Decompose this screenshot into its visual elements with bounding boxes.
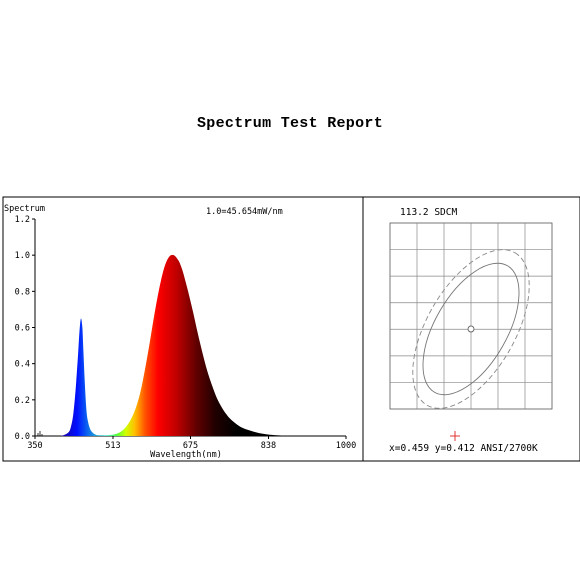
target-center-point [467, 325, 475, 333]
irradiance-annotation: 1.0=45.654mW/nm [206, 207, 283, 217]
outer-sdcm-ellipse [412, 249, 530, 409]
x-tick-label: 838 [261, 441, 276, 451]
y-tick-label: 1.0 [15, 251, 30, 261]
inner-sdcm-ellipse [422, 262, 520, 396]
y-tick-label: 1.2 [15, 215, 30, 225]
x-axis-label: Wavelength(nm) [150, 450, 222, 460]
measured-point-marker [450, 431, 460, 441]
y-tick-label: 0.8 [15, 287, 30, 297]
cie-grid [389, 222, 553, 410]
y-axis-label: Spectrum [4, 204, 45, 214]
sdcm-title: 113.2 SDCM [400, 207, 457, 218]
spectrum-y-ticks: 0.0 0.2 0.4 0.6 0.8 1.0 1.2 [15, 215, 35, 442]
x-tick-label: 675 [183, 441, 198, 451]
spectrum-area-series [35, 254, 346, 436]
x-tick-label: 350 [27, 441, 42, 451]
cie-panel-frame [362, 196, 580, 462]
y-tick-label: 0.2 [15, 396, 30, 406]
spectrum-x-ticks: 350 513 675 838 1000 [27, 436, 356, 451]
x-tick-label: 1000 [336, 441, 356, 451]
spectrum-area [35, 254, 346, 436]
sdcm-ellipses [412, 249, 530, 409]
y-tick-label: 0.0 [15, 432, 30, 442]
y-tick-label: 0.4 [15, 360, 30, 370]
chromaticity-readout: x=0.459 y=0.412 ANSI/2700K [389, 443, 538, 454]
y-tick-label: 0.6 [15, 324, 30, 334]
report-title: Spectrum Test Report [196, 115, 384, 132]
x-tick-label: 513 [105, 441, 120, 451]
